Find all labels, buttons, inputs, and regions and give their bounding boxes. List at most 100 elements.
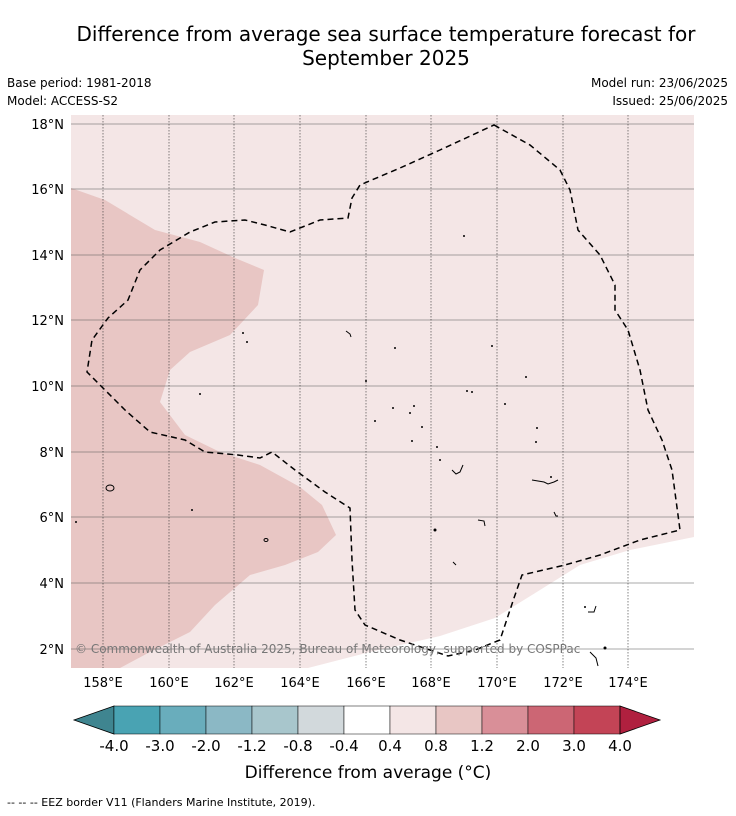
island-atoll xyxy=(345,330,352,338)
islet xyxy=(374,420,376,422)
colorbar-tick-label: -2.0 xyxy=(191,737,220,755)
island-atoll xyxy=(531,479,559,485)
small-islets xyxy=(75,235,607,650)
title-line-1: Difference from average sea surface temp… xyxy=(76,22,696,46)
colorbar-tick-label: 0.8 xyxy=(424,737,448,755)
colorbar-tick-labels: -4.0 -3.0 -2.0 -1.2 -0.8 -0.4 0.4 0.8 1.2 2.0 3.0 4… xyxy=(99,737,632,755)
anomaly-band-0-8-1-2 xyxy=(71,188,336,668)
islet xyxy=(421,426,423,428)
issued-date: Issued: 25/06/2025 xyxy=(612,94,728,108)
base-period: Base period: 1981-2018 xyxy=(7,76,152,90)
islet xyxy=(242,332,244,334)
lat-tick-labels: 18°N 16°N 14°N 12°N 10°N 8°N 6°N 4°N 2°N xyxy=(31,118,64,658)
colorbar-segment xyxy=(251,705,299,735)
islet xyxy=(466,390,468,392)
model-run: Model run: 23/06/2025 xyxy=(590,76,728,90)
lon-tick-label: 160°E xyxy=(149,676,189,691)
map-area: © Commonwealth of Australia 2025, Bureau… xyxy=(71,115,694,668)
lon-tick-labels: 158°E 160°E 162°E 164°E 166°E 168°E 170°… xyxy=(83,676,648,691)
anomaly-band-near-average xyxy=(308,537,694,668)
copyright-text: © Commonwealth of Australia 2025, Bureau… xyxy=(75,642,580,656)
colorbar-extend-high xyxy=(619,705,662,735)
colorbar-tick-label: -4.0 xyxy=(99,737,128,755)
islet xyxy=(199,393,201,395)
lon-tick-label: 158°E xyxy=(83,676,123,691)
island-outlines xyxy=(105,330,599,667)
colorbar-segment xyxy=(205,705,253,735)
lat-tick-label: 8°N xyxy=(40,446,65,461)
colorbar-tick-label: 1.2 xyxy=(470,737,494,755)
colorbar-tick-label: -0.8 xyxy=(283,737,312,755)
islet xyxy=(535,441,537,443)
islet xyxy=(409,412,411,414)
lon-grid-lines xyxy=(102,115,629,668)
colorbar-segment xyxy=(435,705,483,735)
eez-border xyxy=(86,124,681,657)
lon-tick-label: 166°E xyxy=(346,676,386,691)
lat-tick-label: 4°N xyxy=(40,577,65,592)
colorbar-tick-label: 3.0 xyxy=(562,737,586,755)
meta-right: Model run: 23/06/2025 Issued: 25/06/2025 xyxy=(591,74,728,110)
colorbar-tick-label: -3.0 xyxy=(145,737,174,755)
islet xyxy=(246,341,248,343)
colorbar-segment xyxy=(527,705,575,735)
title-line-2: September 2025 xyxy=(302,46,470,70)
colorbar-segment xyxy=(343,705,391,735)
colorbar-segment xyxy=(389,705,437,735)
colorbar-tick-label: 4.0 xyxy=(608,737,632,755)
lon-tick-label: 172°E xyxy=(543,676,583,691)
island-atoll xyxy=(589,651,599,667)
islet xyxy=(439,459,441,461)
islet xyxy=(471,391,473,393)
colorbar xyxy=(72,705,662,735)
island-atoll xyxy=(553,511,558,517)
colorbar-segment xyxy=(159,705,207,735)
islet xyxy=(550,476,552,478)
lat-tick-label: 18°N xyxy=(31,118,64,133)
grid-lines xyxy=(71,123,694,650)
colorbar-segment xyxy=(573,705,621,735)
lon-tick-label: 168°E xyxy=(411,676,451,691)
meta-left: Base period: 1981-2018 Model: ACCESS-S2 xyxy=(7,74,152,110)
lat-tick-label: 14°N xyxy=(31,249,64,264)
island-atoll xyxy=(263,538,269,542)
islet xyxy=(525,376,527,378)
islet xyxy=(191,509,193,511)
lon-tick-label: 162°E xyxy=(214,676,254,691)
colorbar-tick-label: -1.2 xyxy=(237,737,266,755)
lat-tick-label: 12°N xyxy=(31,314,64,329)
islet xyxy=(584,606,586,608)
lat-tick-label: 2°N xyxy=(40,643,65,658)
colorbar-title: Difference from average (°C) xyxy=(244,763,492,783)
colorbar-tick-label: 0.4 xyxy=(378,737,402,755)
islet xyxy=(411,440,413,442)
colorbar-tick-label: -0.4 xyxy=(329,737,358,755)
lon-tick-label: 164°E xyxy=(280,676,320,691)
map-title: Difference from average sea surface temp… xyxy=(0,22,736,70)
colorbar-extend-low xyxy=(72,705,115,735)
island-atoll xyxy=(105,484,115,492)
lat-tick-label: 6°N xyxy=(40,511,65,526)
islet xyxy=(603,646,607,650)
colorbar-segment xyxy=(297,705,345,735)
islet xyxy=(463,235,465,237)
islet xyxy=(536,427,538,429)
colorbar-segment xyxy=(113,705,161,735)
islet xyxy=(75,521,77,523)
islet xyxy=(365,380,367,382)
islet xyxy=(392,407,394,409)
island-atoll xyxy=(452,561,457,566)
lat-tick-label: 10°N xyxy=(31,380,64,395)
island-atoll xyxy=(477,519,486,527)
colorbar-tick-label: 2.0 xyxy=(516,737,540,755)
islet xyxy=(504,403,506,405)
island-atoll xyxy=(451,464,464,475)
model-name: Model: ACCESS-S2 xyxy=(7,94,119,108)
eez-footnote: -- -- -- EEZ border V11 (Flanders Marine… xyxy=(7,796,316,809)
island-atoll xyxy=(588,605,597,613)
islet xyxy=(394,347,396,349)
colorbar-segment xyxy=(481,705,529,735)
lat-tick-label: 16°N xyxy=(31,183,64,198)
islet xyxy=(433,528,437,532)
